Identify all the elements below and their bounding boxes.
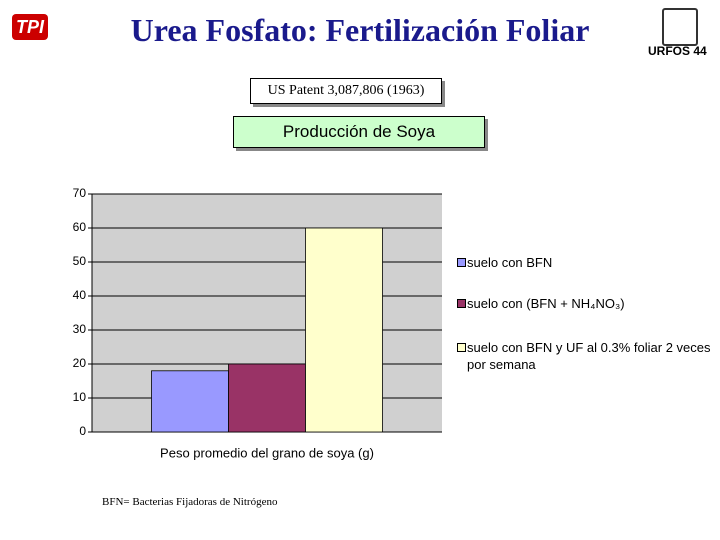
y-tick-label: 50 [73, 254, 87, 268]
y-tick-label: 70 [73, 186, 87, 200]
bar [151, 370, 229, 433]
logo: URFOS 44 [648, 44, 707, 58]
legend-swatch [457, 343, 466, 352]
bar [228, 363, 306, 433]
legend-entry: suelo con BFN y UF al 0.3% foliar 2 vece… [457, 339, 712, 373]
legend-entry: suelo con (BFN + NH₄NO₃) [457, 295, 712, 312]
logo: TPI [12, 14, 48, 40]
y-tick-label: 30 [73, 322, 87, 336]
legend-label: suelo con (BFN + NH₄NO₃) [467, 296, 625, 311]
slide-title: Urea Fosfato: Fertilización Foliar [130, 12, 590, 48]
chart-title: Producción de Soya [233, 116, 485, 148]
legend-swatch [457, 258, 466, 267]
legend-label: suelo con BFN [467, 255, 553, 270]
y-tick-label: 10 [73, 390, 87, 404]
bar [305, 227, 383, 433]
y-tick-label: 60 [73, 220, 87, 234]
y-tick-label: 20 [73, 356, 87, 370]
legend-swatch [457, 299, 466, 308]
logo-icon [662, 8, 698, 46]
x-tick-label: Peso promedio del grano de soya (g) [160, 445, 374, 460]
legend-entry: suelo con BFN [457, 254, 712, 271]
y-tick-label: 0 [79, 424, 86, 438]
y-tick-label: 40 [73, 288, 87, 302]
patent-box: US Patent 3,087,806 (1963) [250, 78, 442, 104]
legend-label: suelo con BFN y UF al 0.3% foliar 2 vece… [467, 340, 711, 372]
footnote: BFN= Bacterias Fijadoras de Nitrógeno [102, 496, 278, 508]
